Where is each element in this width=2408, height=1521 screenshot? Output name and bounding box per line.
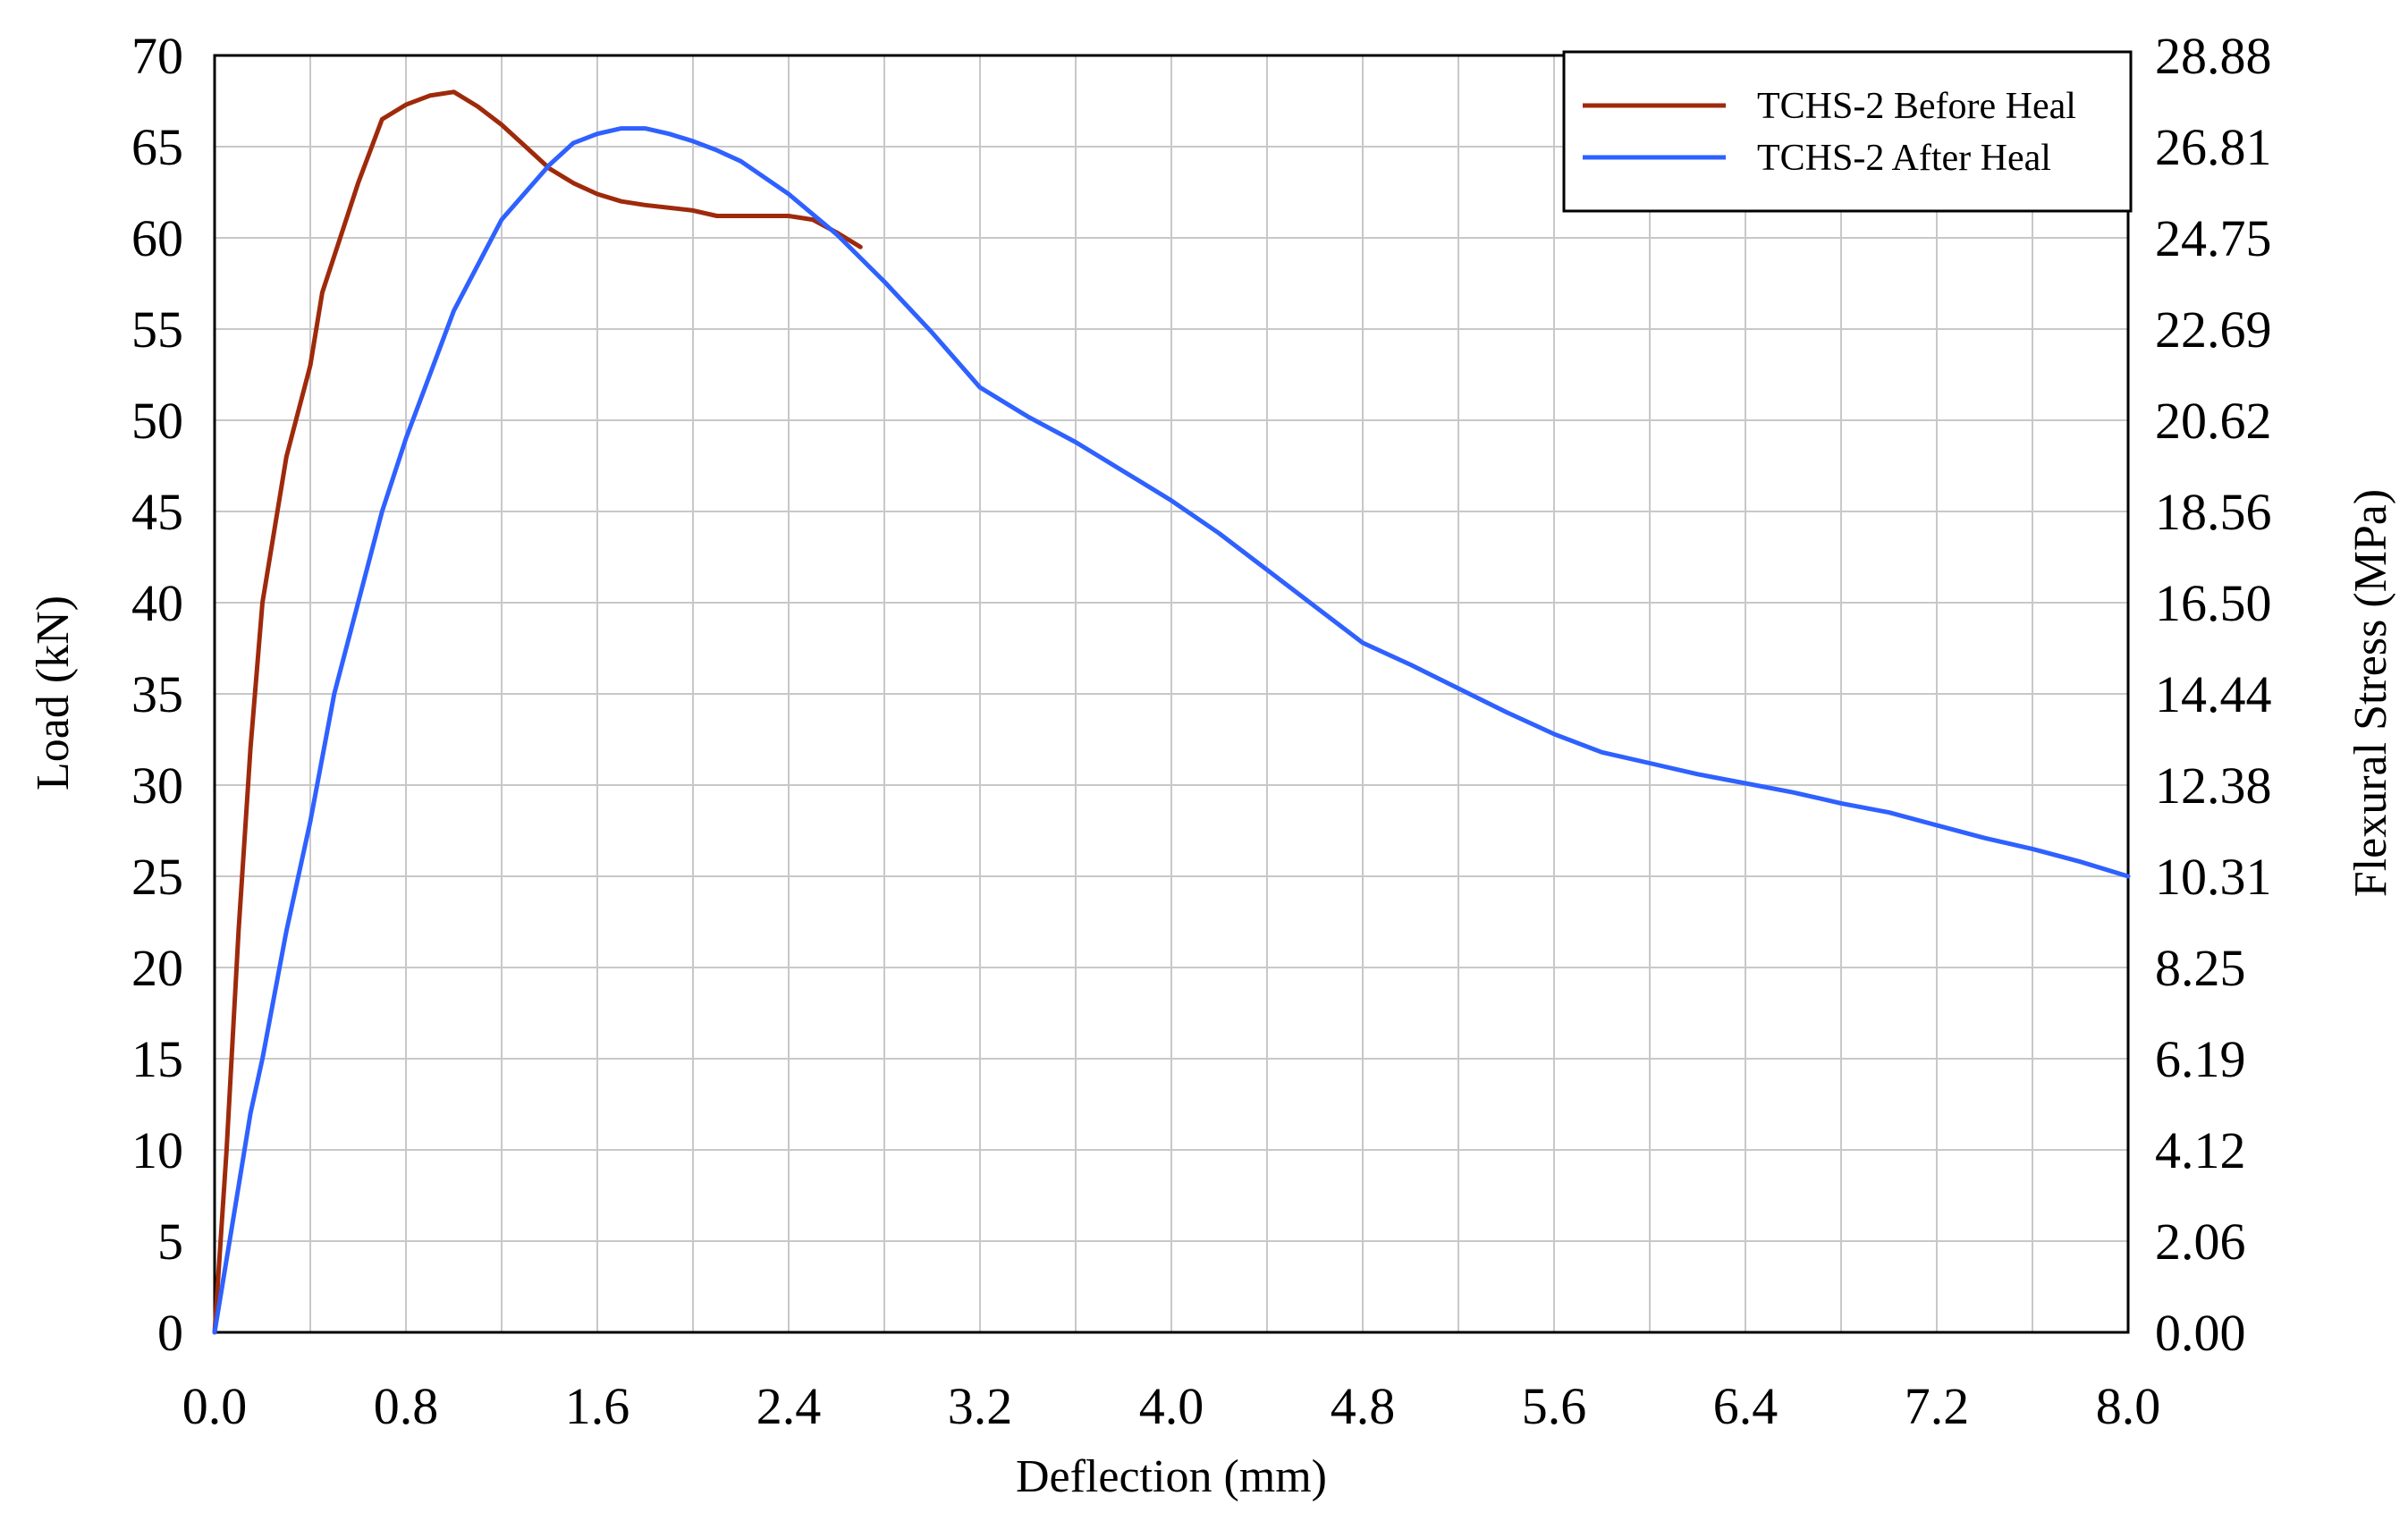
series-layer [212,89,2131,1335]
y-tick-label: 70 [131,27,183,85]
y2-tick-label: 6.19 [2155,1030,2246,1088]
x-tick-label: 4.8 [1331,1377,1396,1435]
x-tick-label: 3.2 [948,1377,1013,1435]
y-tick-label: 65 [131,118,183,176]
y-tick-label: 45 [131,483,183,541]
y2-tick-label: 26.81 [2155,118,2272,176]
grid [215,55,2128,1332]
x-tick-labels: 0.0 0.8 1.6 2.4 3.2 4.0 4.8 5.6 6.4 7.2 8.0 [182,1377,2161,1435]
y-axis-title: Load (kN) [28,596,79,790]
y2-tick-label: 12.38 [2155,756,2272,815]
y2-tick-labels: 0.00 2.06 4.12 6.19 8.25 10.31 12.38 14.44 16.50… [2155,27,2272,1362]
legend-label-before-heal: TCHS-2 Before Heal [1757,86,2076,127]
x-tick-label: 7.2 [1905,1377,1970,1435]
y-tick-label: 25 [131,848,183,906]
y-tick-label: 40 [131,574,183,632]
y2-tick-label: 10.31 [2155,848,2272,906]
series-line-tchs-2-after-heal [212,126,2131,1335]
y2-tick-label: 4.12 [2155,1121,2246,1179]
plot-frame [213,54,2130,1334]
y-tick-label: 30 [131,756,183,815]
y2-tick-label: 16.50 [2155,574,2272,632]
y-tick-label: 20 [131,939,183,997]
x-tick-label: 8.0 [2096,1377,2161,1435]
y-tick-label: 50 [131,392,183,450]
y2-tick-label: 22.69 [2155,300,2272,359]
x-tick-label: 0.8 [374,1377,439,1435]
y-tick-label: 0 [157,1304,183,1362]
y2-tick-label: 2.06 [2155,1213,2246,1271]
y2-axis-title: Flexural Stress (MPa) [2345,489,2396,897]
y-tick-label: 35 [131,665,183,723]
legend-box [1562,50,2133,213]
y2-tick-label: 18.56 [2155,483,2272,541]
y2-tick-label: 20.62 [2155,392,2272,450]
series-line-tchs-2-before-heal [212,89,863,1335]
y-tick-label: 15 [131,1030,183,1088]
x-tick-label: 2.4 [756,1377,822,1435]
y-tick-label: 10 [131,1121,183,1179]
y-tick-label: 55 [131,300,183,359]
x-tick-label: 0.0 [182,1377,248,1435]
legend-label-after-heal: TCHS-2 After Heal [1757,138,2051,179]
x-tick-label: 4.0 [1139,1377,1204,1435]
legend: TCHS-2 Before Heal TCHS-2 After Heal [1562,50,2133,213]
y2-tick-label: 0.00 [2155,1304,2246,1362]
y2-tick-label: 14.44 [2155,665,2272,723]
x-tick-label: 1.6 [565,1377,630,1435]
x-tick-label: 6.4 [1713,1377,1779,1435]
x-tick-label: 5.6 [1522,1377,1587,1435]
y-tick-labels: 0 5 10 15 20 25 30 35 40 45 50 55 60 65 70 [131,27,183,1362]
y-tick-label: 60 [131,209,183,267]
y-tick-label: 5 [157,1213,183,1271]
y2-tick-label: 24.75 [2155,209,2272,267]
y2-tick-label: 8.25 [2155,939,2246,997]
x-axis-title: Deflection (mm) [1016,1451,1327,1502]
y2-tick-label: 28.88 [2155,27,2272,85]
